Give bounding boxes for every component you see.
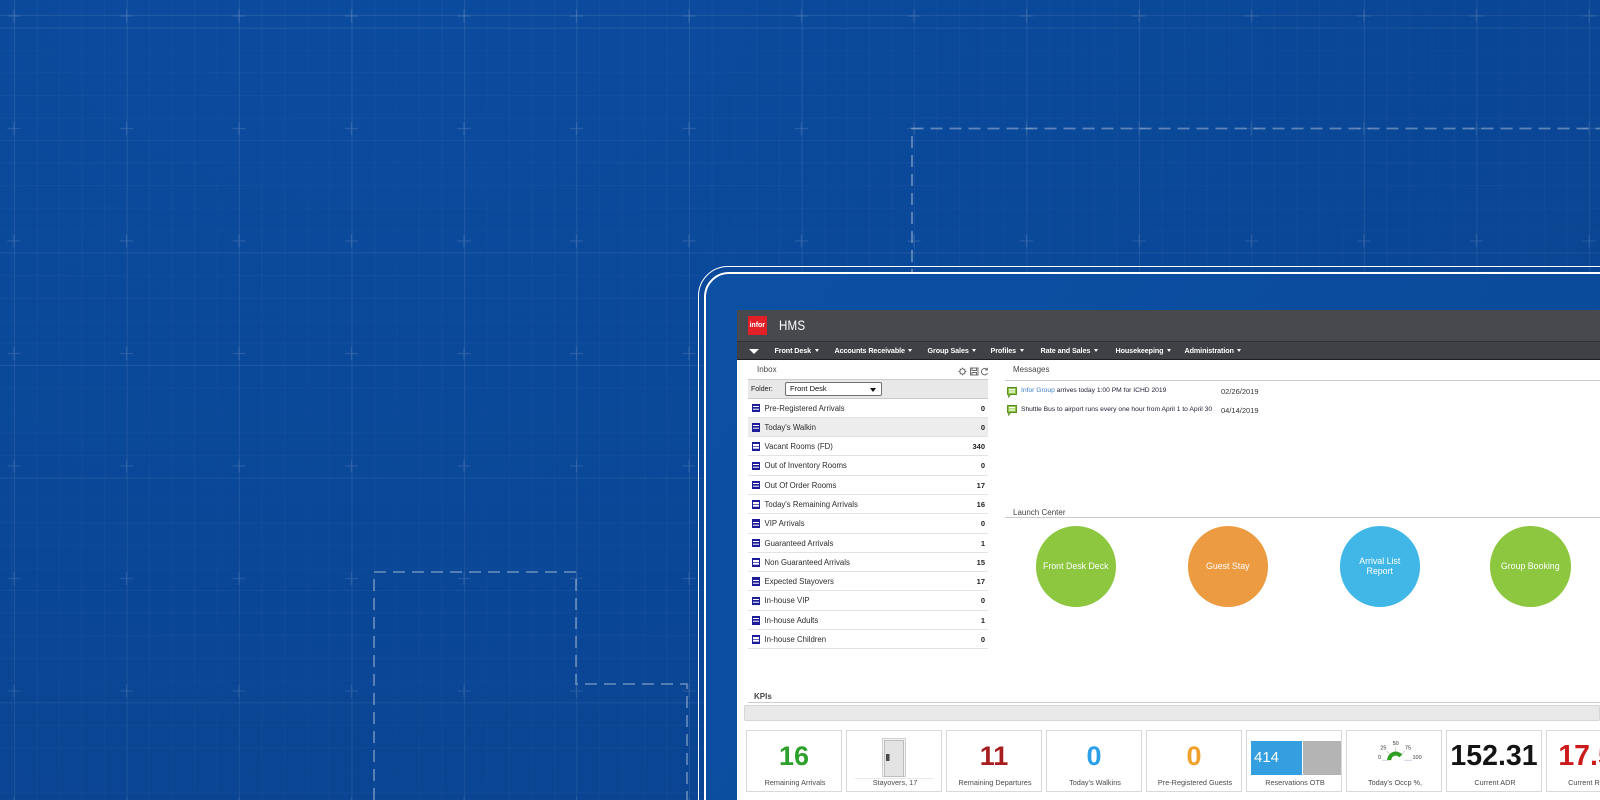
svg-text:0: 0	[1378, 755, 1381, 761]
svg-text:50: 50	[1393, 741, 1399, 747]
svg-text:25: 25	[1380, 746, 1386, 752]
svg-text:75: 75	[1405, 746, 1411, 752]
svg-text:100: 100	[1413, 755, 1422, 761]
